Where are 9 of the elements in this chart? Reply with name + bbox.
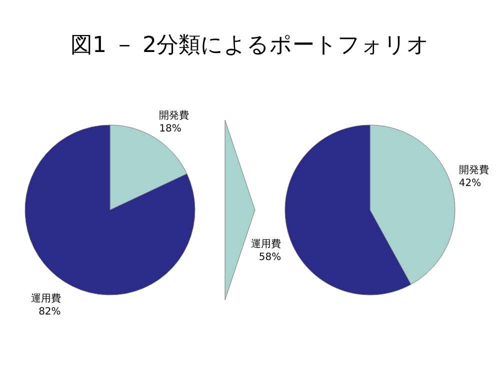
slice-label: 開発費 <box>159 109 190 122</box>
data-label: 18% <box>159 123 182 134</box>
text: 図1 － 2分類によるポートフォリオ <box>70 33 430 58</box>
data-label: 42% <box>458 178 482 190</box>
slice-label: 運用費 <box>251 238 282 250</box>
data-label: 58% <box>258 252 282 263</box>
slice-label: 運用費 <box>30 292 61 305</box>
slice-label: 開発費 <box>458 164 489 176</box>
data-label: 82% <box>38 306 61 318</box>
